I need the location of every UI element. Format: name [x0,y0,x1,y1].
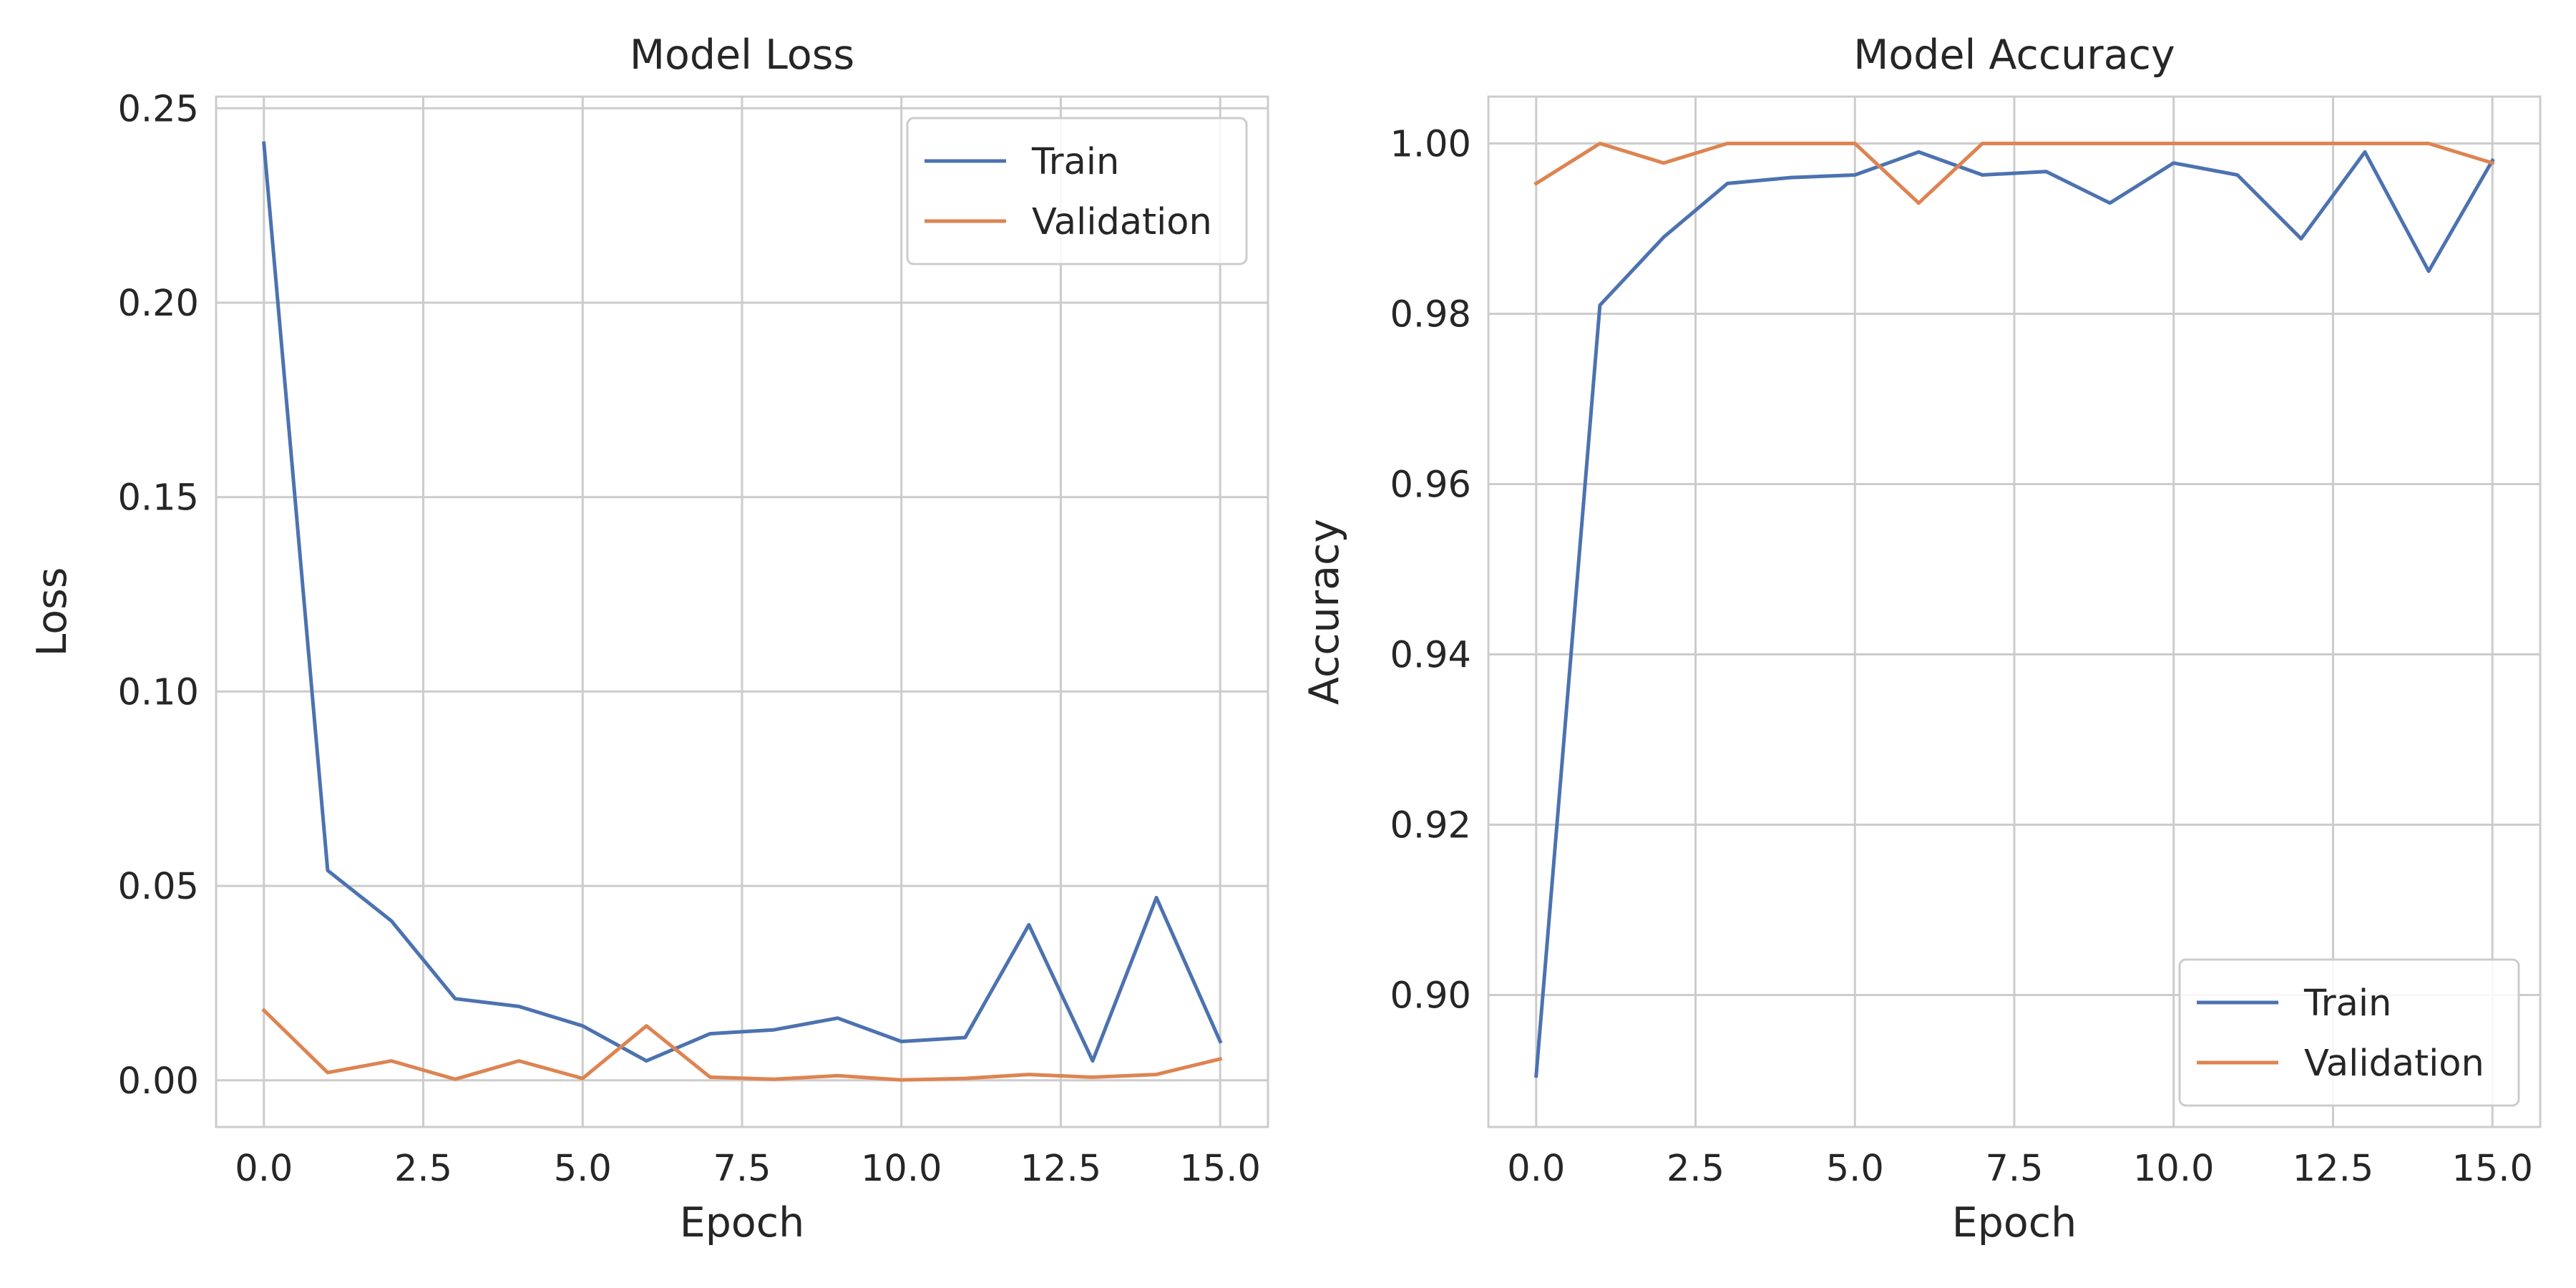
accuracy-panel: 0.0 2.5 5.0 7.5 10.0 12.5 15.0 0.90 0.92 0.94 0.96… [1301,31,2542,1246]
loss-x-tick-label: 15.0 [1179,1148,1261,1190]
loss-x-axis-label: Epoch [680,1199,805,1246]
loss-chart-title: Model Loss [630,31,854,79]
accuracy-chart-title: Model Accuracy [1853,31,2175,79]
loss-axes-frame [215,95,1269,1128]
loss-legend-label-train: Train [1031,141,1119,183]
loss-validation-series-line [261,1008,1223,1082]
accuracy-axes-frame [1487,95,2542,1128]
loss-x-tick-label: 0.0 [235,1148,293,1190]
loss-legend-box [906,117,1248,265]
accuracy-x-tick-label: 15.0 [2451,1148,2533,1190]
accuracy-legend-label-train: Train [2303,982,2391,1025]
accuracy-legend-box [2178,958,2520,1107]
accuracy-y-tick-label: 0.92 [1390,805,1471,847]
loss-x-tick-label: 5.0 [554,1148,612,1190]
accuracy-x-tick-label: 7.5 [1985,1148,2043,1190]
accuracy-y-tick-label: 1.00 [1390,123,1471,165]
loss-y-tick-label: 0.10 [117,671,199,713]
accuracy-y-tick-label: 0.96 [1390,464,1471,506]
loss-x-tick-label: 7.5 [713,1148,771,1190]
accuracy-x-tick-label: 2.5 [1667,1148,1724,1190]
accuracy-validation-series-line [1533,142,2495,205]
loss-x-tick-label: 10.0 [861,1148,942,1190]
loss-y-tick-label: 0.20 [117,283,199,325]
accuracy-y-axis-label: Accuracy [1301,519,1348,705]
accuracy-x-tick-label: 5.0 [1826,1148,1884,1190]
accuracy-legend-label-validation: Validation [2304,1043,2484,1085]
accuracy-x-tick-label: 12.5 [2293,1148,2374,1190]
loss-x-tick-label: 2.5 [394,1148,452,1190]
accuracy-y-tick-label: 0.90 [1390,975,1471,1018]
accuracy-y-tick-label: 0.94 [1390,635,1471,677]
loss-y-axis-label: Loss [29,567,76,656]
accuracy-train-series-line [1534,150,2495,1078]
loss-x-tick-label: 12.5 [1020,1148,1102,1190]
loss-y-tick-label: 0.25 [117,88,199,130]
loss-y-tick-label: 0.00 [117,1060,199,1103]
accuracy-y-tick-label: 0.98 [1390,293,1471,336]
loss-train-series-line [262,141,1223,1063]
loss-y-tick-label: 0.05 [117,866,199,908]
accuracy-x-tick-label: 10.0 [2133,1148,2215,1190]
accuracy-legend: Train Validation [2178,958,2520,1107]
loss-legend: Train Validation [906,117,1248,265]
accuracy-x-tick-label: 0.0 [1507,1148,1565,1190]
loss-y-tick-label: 0.15 [117,477,199,519]
loss-legend-label-validation: Validation [1032,201,1212,243]
loss-panel: 0.0 2.5 5.0 7.5 10.0 12.5 15.0 0.00 0.05 0.10 0.15… [29,31,1269,1246]
accuracy-x-axis-label: Epoch [1952,1199,2077,1246]
